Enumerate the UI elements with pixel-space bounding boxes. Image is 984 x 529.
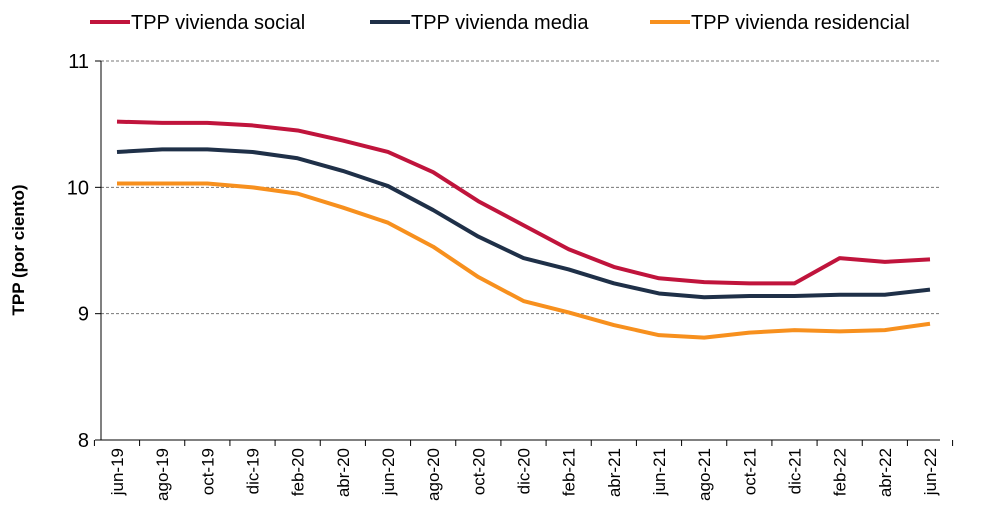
series-line bbox=[116, 119, 931, 286]
x-tick-label: abr-20 bbox=[334, 448, 353, 497]
x-tick-label: dic-19 bbox=[244, 448, 263, 494]
y-tick-label: 9 bbox=[78, 304, 89, 326]
x-tick-label: feb-20 bbox=[289, 448, 308, 496]
x-tick-label: oct-19 bbox=[198, 448, 217, 495]
legend-label: TPP vivienda media bbox=[411, 12, 589, 34]
x-tick-label: abr-21 bbox=[605, 448, 624, 497]
x-tick-label: ago-20 bbox=[424, 448, 443, 501]
y-axis-label: TPP (por ciento) bbox=[9, 185, 28, 316]
x-tick-label: dic-20 bbox=[515, 448, 534, 494]
x-tick-label: jun-19 bbox=[108, 448, 127, 496]
y-tick-label: 11 bbox=[68, 51, 89, 73]
series-line bbox=[116, 147, 931, 300]
x-tick-label: oct-20 bbox=[469, 448, 488, 495]
series-line bbox=[117, 181, 931, 340]
x-tick-label: oct-21 bbox=[740, 448, 759, 495]
x-tick-label: feb-22 bbox=[831, 448, 850, 496]
x-tick-label: ago-19 bbox=[153, 448, 172, 501]
x-tick-label: feb-21 bbox=[560, 448, 579, 496]
x-tick-label: jun-21 bbox=[650, 448, 669, 496]
y-tick-label: 10 bbox=[67, 177, 89, 199]
x-tick-label: dic-21 bbox=[786, 448, 805, 494]
x-tick-label: jun-22 bbox=[921, 448, 940, 496]
x-tick-label: abr-22 bbox=[876, 448, 895, 497]
legend-label: TPP vivienda residencial bbox=[691, 12, 910, 34]
x-tick-label: jun-20 bbox=[379, 448, 398, 496]
legend-label: TPP vivienda social bbox=[131, 12, 305, 34]
y-tick-label: 8 bbox=[78, 430, 89, 452]
x-tick-label: ago-21 bbox=[695, 448, 714, 501]
